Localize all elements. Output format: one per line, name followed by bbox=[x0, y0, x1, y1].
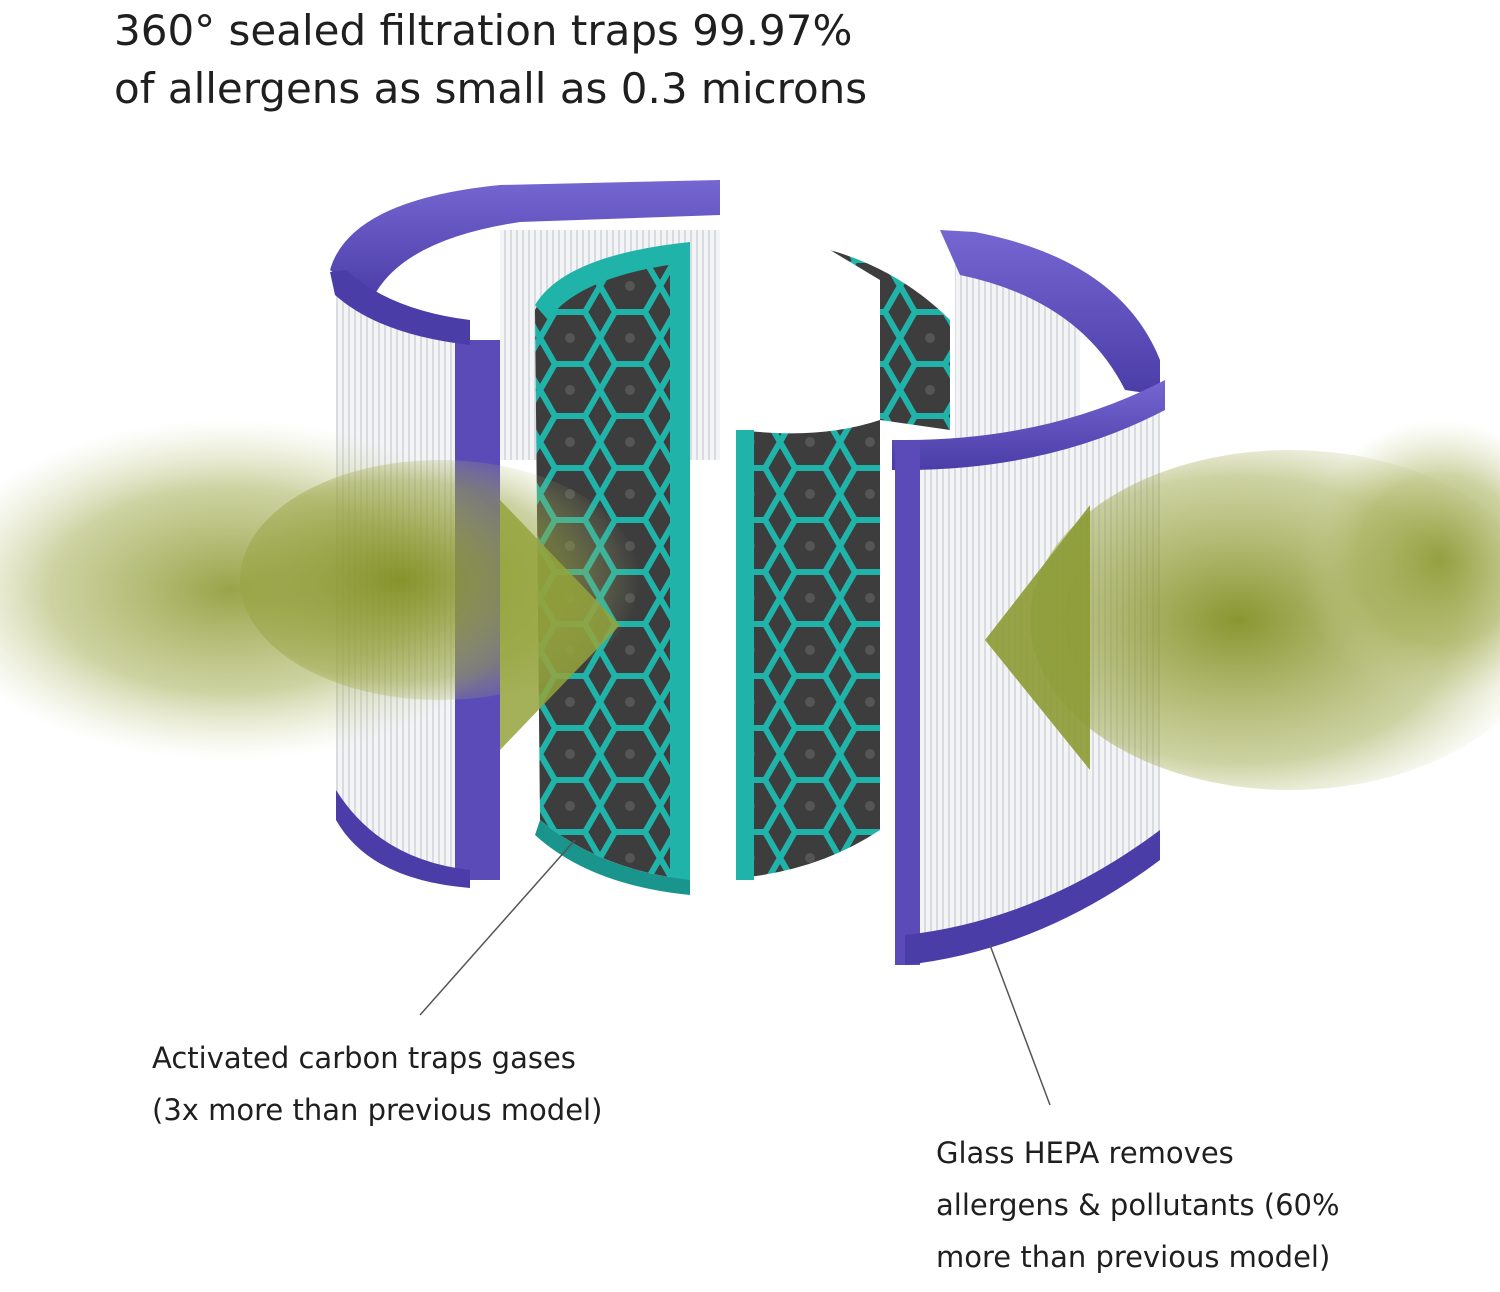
carbon-callout-line-2: (3x more than previous model) bbox=[152, 1093, 603, 1127]
hepa-callout-line-3: more than previous model) bbox=[936, 1240, 1331, 1274]
airflow-arrow-left-icon bbox=[500, 500, 620, 750]
airflow-left bbox=[0, 420, 640, 760]
headline-line-2: of allergens as small as 0.3 microns bbox=[114, 64, 868, 113]
headline: 360° sealed filtration traps 99.97% of a… bbox=[114, 2, 1014, 118]
hepa-leader-line bbox=[989, 944, 1051, 1106]
airflow-arrow-right-icon bbox=[985, 505, 1090, 770]
hepa-callout: Glass HEPA removes allergens & pollutant… bbox=[936, 1127, 1340, 1283]
hepa-callout-line-1: Glass HEPA removes bbox=[936, 1136, 1234, 1170]
hepa-callout-line-2: allergens & pollutants (60% bbox=[936, 1188, 1340, 1222]
carbon-callout-line-1: Activated carbon traps gases bbox=[152, 1041, 576, 1075]
headline-line-1: 360° sealed filtration traps 99.97% bbox=[114, 6, 853, 55]
carbon-leader-line bbox=[419, 839, 576, 1016]
carbon-callout: Activated carbon traps gases (3x more th… bbox=[152, 1032, 602, 1136]
airflow-right bbox=[985, 420, 1500, 790]
